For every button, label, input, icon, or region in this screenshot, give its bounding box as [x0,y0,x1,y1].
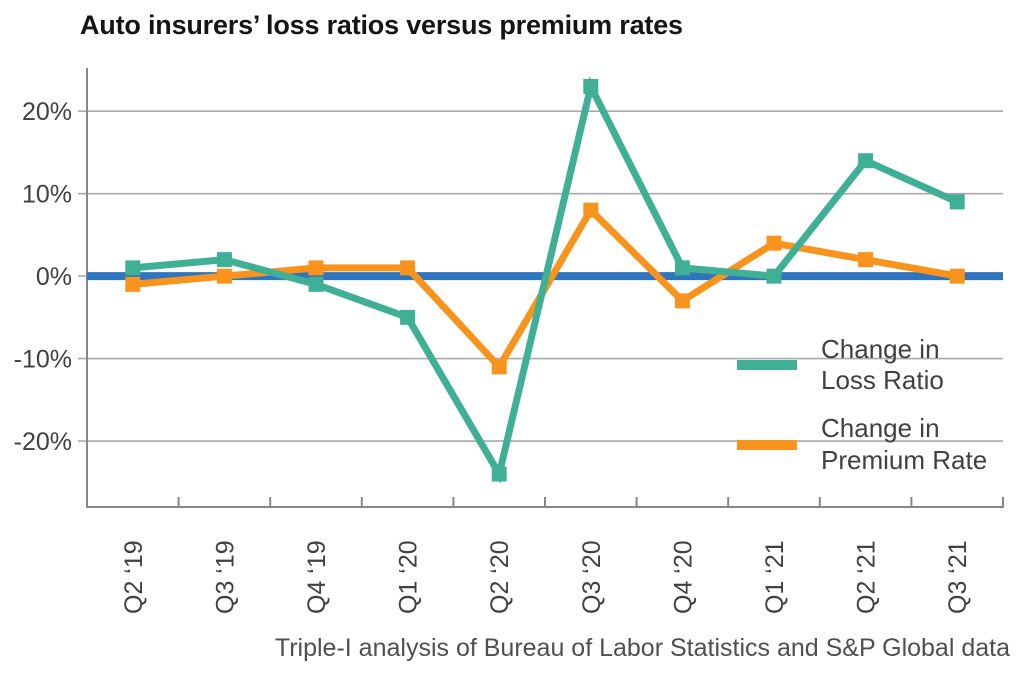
x-tick-label: Q3 ‘20 [578,540,606,614]
x-tick-label: Q3 ‘19 [211,540,239,614]
y-tick-label: 20% [22,98,72,126]
data-point-marker [674,260,690,276]
legend-label-line: Change in [821,334,940,364]
y-tick-label: 10% [22,181,72,209]
x-tick-label: Q2 ‘21 [853,540,881,614]
data-point-marker [216,252,232,268]
series-line [132,76,959,484]
legend-item-premium-rate: Change in Premium Rate [737,413,1022,475]
x-tick-label: Q1 ‘20 [395,540,423,614]
data-point-marker [674,293,690,309]
data-point-marker [125,260,141,276]
chart-legend: Change in Loss Ratio Change in Premium R… [737,334,1022,493]
y-tick-label: -20% [14,428,72,456]
data-point-marker [583,202,599,218]
data-point-marker [858,252,874,268]
data-point-marker [858,153,874,169]
source-attribution: Triple-I analysis of Bureau of Labor Sta… [274,634,1010,662]
data-point-marker [766,268,782,284]
data-point-marker [949,268,965,284]
data-point-marker [308,276,324,292]
x-tick-label: Q4 ‘19 [303,540,331,614]
legend-item-loss-ratio: Change in Loss Ratio [737,334,1022,396]
x-tick-label: Q1 ‘21 [761,540,789,614]
x-tick-label: Q4 ‘20 [669,540,697,614]
x-tick-label: Q2 ‘20 [486,540,514,614]
chart-title: Auto insurers’ loss ratios versus premiu… [80,10,683,40]
data-point-marker [766,235,782,251]
legend-label-loss-ratio: Change in Loss Ratio [821,334,944,396]
data-point-marker [308,260,324,276]
x-tick-label: Q3 ‘21 [944,540,972,614]
premium-rate-swatch-icon [737,439,797,450]
y-tick-label: 0% [36,263,72,291]
legend-label-line: Change in [821,413,940,444]
legend-label-line: Premium Rate [821,444,988,475]
y-tick-label: -10% [14,346,72,374]
legend-label-premium-rate: Change in Premium Rate [821,413,987,475]
data-point-marker [125,276,141,292]
legend-label-line: Loss Ratio [821,365,944,396]
data-point-marker [216,268,232,284]
x-tick-label: Q2 ‘19 [120,540,148,614]
data-point-marker [491,466,507,482]
data-point-marker [491,359,507,375]
loss-ratio-swatch-icon [737,360,797,371]
data-point-marker [400,309,416,325]
data-point-marker [583,78,599,94]
data-point-marker [949,194,965,210]
data-point-marker [400,260,416,276]
